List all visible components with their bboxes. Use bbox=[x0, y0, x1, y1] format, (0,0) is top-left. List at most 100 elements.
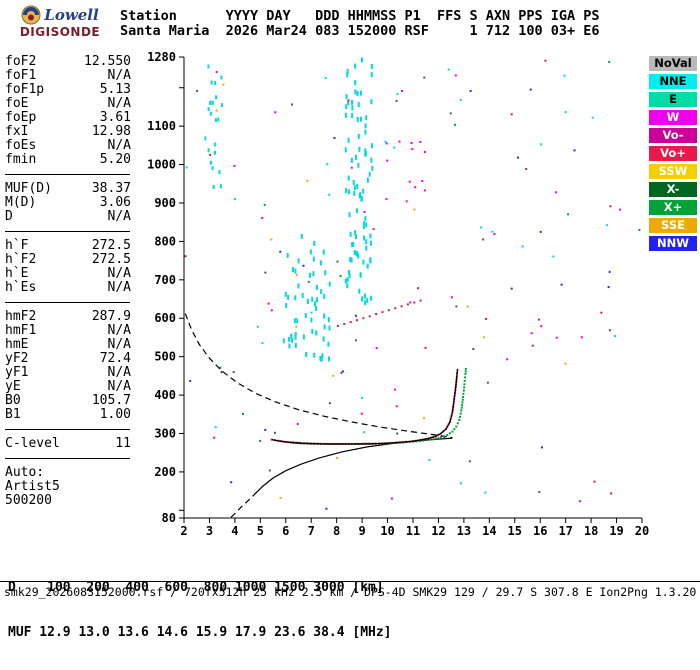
header-column-titles: Station YYYY DAY DDD HHMMSS P1 FFS S AXN… bbox=[120, 8, 600, 24]
param-label: C-level bbox=[5, 436, 60, 451]
param-row-fxi: fxI 12.98 bbox=[5, 125, 131, 139]
param-label: foEp bbox=[5, 110, 37, 125]
param-value: N/A bbox=[107, 365, 131, 380]
muf-distance-row: D 100 200 400 600 800 1000 1500 3000 [km… bbox=[8, 580, 384, 595]
param-label: M(D) bbox=[5, 195, 37, 210]
param-row-b0: B0 105.7 bbox=[5, 394, 131, 408]
legend: NoVal NNE E W Vo- Vo+ SSW X- X+ SSE NNW bbox=[649, 56, 697, 254]
param-row-yf1: yF1 N/A bbox=[5, 366, 131, 380]
legend-item-ssw: SSW bbox=[649, 164, 697, 179]
param-row-fmin: fmin 5.20 bbox=[5, 153, 131, 167]
param-row-ye: yE N/A bbox=[5, 380, 131, 394]
svg-text:17: 17 bbox=[558, 524, 572, 538]
legend-item-nne: NNE bbox=[649, 74, 697, 89]
svg-text:200: 200 bbox=[154, 465, 176, 479]
param-value: 272.5 bbox=[91, 238, 131, 253]
svg-text:5: 5 bbox=[257, 524, 264, 538]
legend-item-e: E bbox=[649, 92, 697, 107]
param-label: foF1p bbox=[5, 82, 45, 97]
muf-values-row: MUF 12.9 13.0 13.6 14.6 15.9 17.9 23.6 3… bbox=[8, 625, 392, 640]
svg-text:3: 3 bbox=[206, 524, 213, 538]
trace-oblique-echo bbox=[336, 299, 422, 327]
param-value: 3.61 bbox=[99, 110, 131, 125]
status-separator bbox=[0, 581, 700, 582]
legend-item-w: W bbox=[649, 110, 697, 125]
param-row-foe: foE N/A bbox=[5, 97, 131, 111]
svg-text:1100: 1100 bbox=[147, 119, 176, 133]
svg-text:12: 12 bbox=[431, 524, 445, 538]
param-row-clevel: C-level 11 bbox=[5, 437, 131, 451]
param-label: B0 bbox=[5, 393, 21, 408]
svg-text:14: 14 bbox=[482, 524, 496, 538]
legend-item-vo+: Vo+ bbox=[649, 146, 697, 161]
param-value: 38.37 bbox=[91, 181, 131, 196]
svg-text:20: 20 bbox=[635, 524, 649, 538]
svg-text:4: 4 bbox=[231, 524, 238, 538]
param-value: 11 bbox=[115, 436, 131, 451]
trace-topside-profile-extrapolated bbox=[184, 313, 453, 439]
svg-text:80: 80 bbox=[162, 511, 176, 525]
legend-item-vo-: Vo- bbox=[649, 128, 697, 143]
param-value: 3.06 bbox=[99, 195, 131, 210]
legend-item-noval: NoVal bbox=[649, 56, 697, 71]
trace-o-mode-echo bbox=[270, 368, 459, 445]
param-row-hf2: h`F2 272.5 bbox=[5, 253, 131, 267]
parameter-panel: foF2 12.550 foF1 N/A foF1p 5.13 foE N/A foEp 3.61… bbox=[5, 55, 131, 508]
svg-text:400: 400 bbox=[154, 388, 176, 402]
legend-item-x+: X+ bbox=[649, 200, 697, 215]
axis-labels: 1280 1100 1000 900 800 700 600 500 400 300 200 80 2 3… bbox=[147, 50, 649, 538]
param-row-fof1p: foF1p 5.13 bbox=[5, 83, 131, 97]
svg-text:11: 11 bbox=[406, 524, 420, 538]
noise-layer bbox=[184, 57, 641, 510]
ionogram-screen: 1280 1100 1000 900 800 700 600 500 400 300 200 80 2 3… bbox=[0, 5, 700, 640]
param-value: 287.9 bbox=[91, 309, 131, 324]
param-label: h`F2 bbox=[5, 252, 37, 267]
param-row-foep: foEp 3.61 bbox=[5, 111, 131, 125]
param-label: MUF(D) bbox=[5, 181, 52, 196]
svg-text:8: 8 bbox=[333, 524, 340, 538]
svg-text:2: 2 bbox=[180, 524, 187, 538]
panel-separator bbox=[5, 429, 130, 430]
param-value: N/A bbox=[107, 209, 131, 224]
param-label: fxI bbox=[5, 124, 29, 139]
lowell-logo: Lowell DIGISONDE bbox=[6, 5, 114, 39]
svg-text:300: 300 bbox=[154, 426, 176, 440]
param-value: 5.13 bbox=[99, 82, 131, 97]
logo-digisonde-text: DIGISONDE bbox=[19, 25, 101, 39]
panel-separator bbox=[5, 458, 130, 459]
param-row-hes: h`Es N/A bbox=[5, 281, 131, 295]
ionogram-plot: 1280 1100 1000 900 800 700 600 500 400 300 200 80 2 3… bbox=[147, 50, 649, 538]
param-label: h`F bbox=[5, 238, 29, 253]
param-value: N/A bbox=[107, 323, 131, 338]
param-label: h`E bbox=[5, 266, 29, 281]
param-label: hmF2 bbox=[5, 309, 37, 324]
param-label: B1 bbox=[5, 407, 21, 422]
param-label: fmin bbox=[5, 152, 37, 167]
param-label: foF2 bbox=[5, 54, 37, 69]
param-label: h`Es bbox=[5, 280, 37, 295]
svg-text:600: 600 bbox=[154, 311, 176, 325]
auto-scaler-info: 500200 bbox=[5, 493, 52, 508]
svg-text:700: 700 bbox=[154, 273, 176, 287]
param-value: N/A bbox=[107, 379, 131, 394]
svg-text:1000: 1000 bbox=[147, 158, 176, 172]
param-row-fof1: foF1 N/A bbox=[5, 69, 131, 83]
lowell-emblem-icon bbox=[21, 5, 41, 25]
param-value: N/A bbox=[107, 337, 131, 352]
legend-item-sse: SSE bbox=[649, 218, 697, 233]
svg-text:7: 7 bbox=[308, 524, 315, 538]
param-value: 105.7 bbox=[91, 393, 131, 408]
param-label: foE bbox=[5, 96, 29, 111]
trace-bottomside-profile bbox=[253, 437, 453, 496]
header-station-values: Santa Maria 2026 Mar24 083 152000 RSF 1 … bbox=[120, 23, 600, 39]
plot-axes bbox=[179, 56, 643, 523]
svg-text:1280: 1280 bbox=[147, 50, 176, 64]
param-label: foEs bbox=[5, 138, 37, 153]
svg-text:900: 900 bbox=[154, 196, 176, 210]
panel-separator bbox=[5, 231, 130, 232]
logo-row: Lowell bbox=[6, 5, 114, 25]
status-bar: smk29_2026083152000.rsf / 720fx512h 25 k… bbox=[4, 585, 697, 599]
svg-text:9: 9 bbox=[358, 524, 365, 538]
param-value: N/A bbox=[107, 266, 131, 281]
svg-text:13: 13 bbox=[457, 524, 471, 538]
